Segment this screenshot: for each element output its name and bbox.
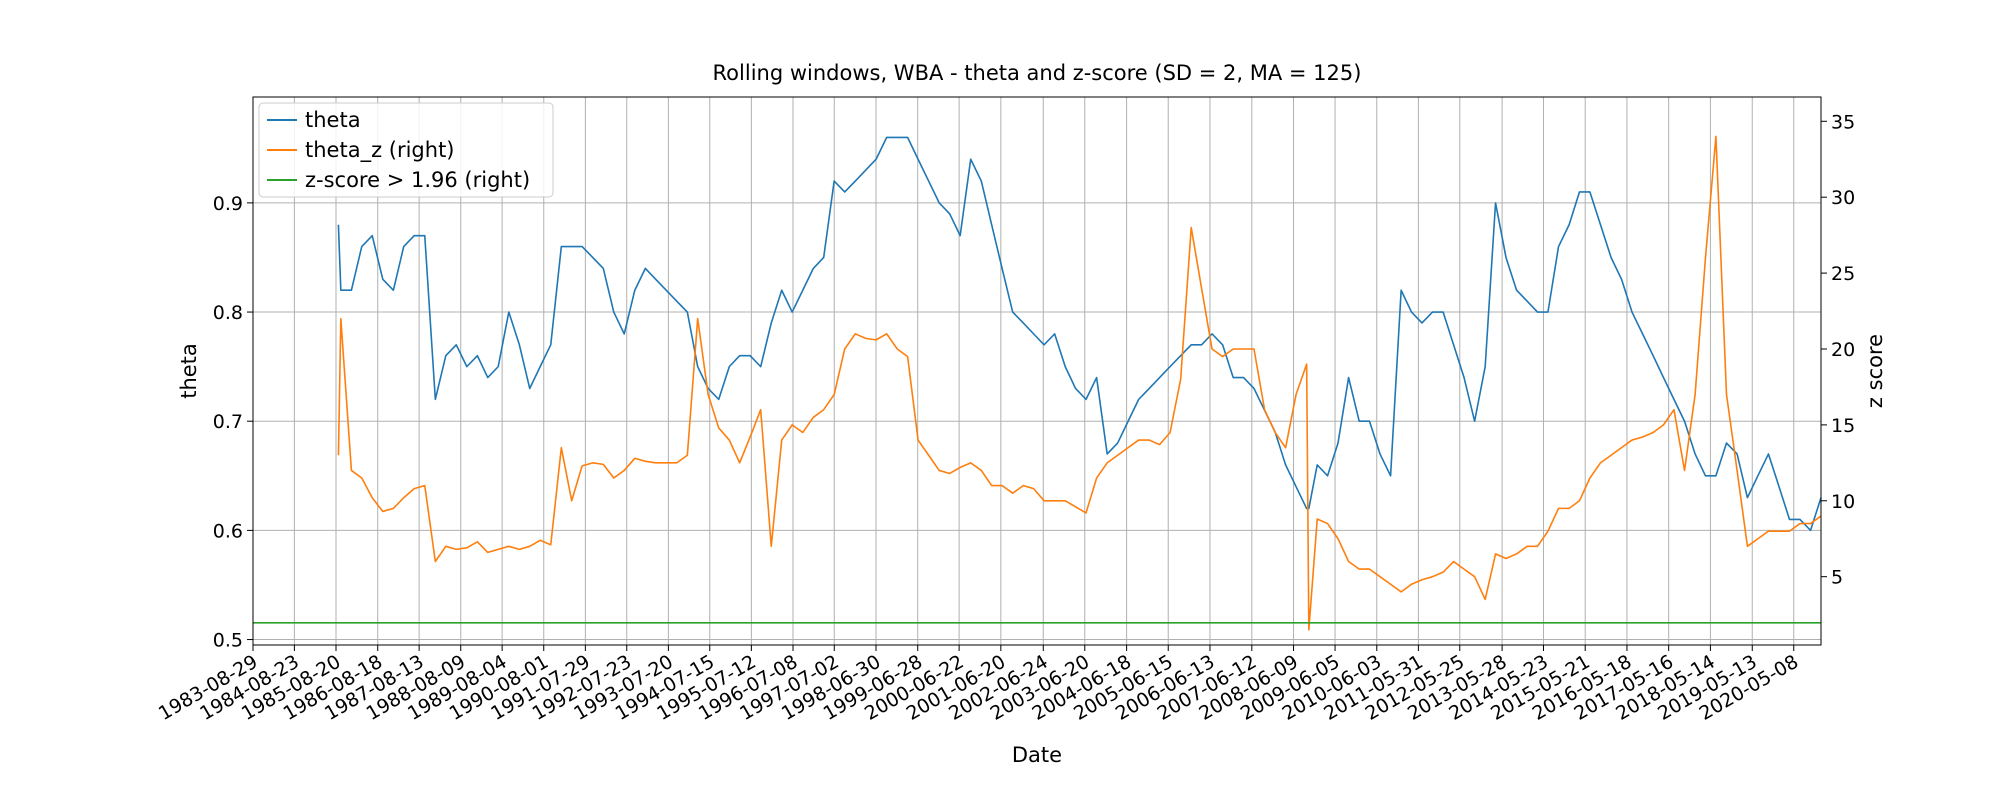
legend-label: z-score > 1.96 (right) — [305, 168, 530, 192]
y2-tick-label: 10 — [1831, 491, 1855, 513]
series-line — [337, 136, 1822, 532]
legend-label: theta — [305, 108, 361, 132]
y-tick-label: 0.5 — [213, 630, 243, 652]
plot-frame — [252, 96, 1822, 646]
series-line — [337, 135, 1822, 631]
legend-box — [258, 102, 554, 198]
chart-title: Rolling windows, WBA - theta and z-score… — [713, 61, 1362, 85]
y2-tick-label: 15 — [1831, 415, 1855, 437]
y2-tick-label: 5 — [1831, 567, 1843, 589]
y-axis-label: theta — [177, 343, 201, 399]
legend-label: theta_z (right) — [305, 138, 455, 163]
y-tick-label: 0.6 — [213, 520, 243, 542]
y-tick-label: 0.7 — [213, 411, 243, 433]
y2-tick-label: 35 — [1831, 111, 1855, 133]
x-axis-label: Date — [1012, 743, 1062, 767]
y-tick-label: 0.9 — [213, 193, 243, 215]
y2-axis-label: z score — [1863, 334, 1887, 408]
y2-tick-label: 30 — [1831, 187, 1855, 209]
y2-tick-label: 25 — [1831, 263, 1855, 285]
y-tick-label: 0.8 — [213, 302, 243, 324]
y2-tick-label: 20 — [1831, 339, 1855, 361]
